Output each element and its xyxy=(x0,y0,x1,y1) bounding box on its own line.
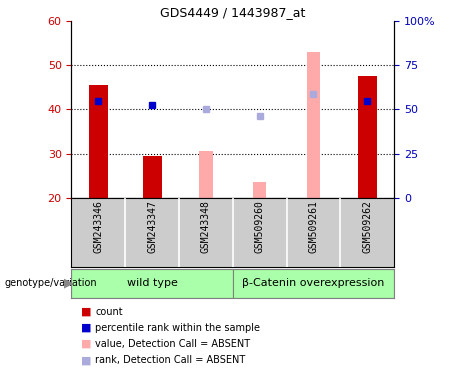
Bar xyxy=(143,156,161,198)
Text: count: count xyxy=(95,307,123,317)
Bar xyxy=(89,85,108,198)
Text: percentile rank within the sample: percentile rank within the sample xyxy=(95,323,260,333)
Text: rank, Detection Call = ABSENT: rank, Detection Call = ABSENT xyxy=(95,355,246,365)
FancyBboxPatch shape xyxy=(233,269,394,298)
Bar xyxy=(253,182,266,198)
Text: ■: ■ xyxy=(81,339,91,349)
Bar xyxy=(199,151,213,198)
Text: ■: ■ xyxy=(81,323,91,333)
Bar xyxy=(358,76,377,198)
Text: ▶: ▶ xyxy=(64,277,73,290)
Text: ■: ■ xyxy=(81,355,91,365)
Title: GDS4449 / 1443987_at: GDS4449 / 1443987_at xyxy=(160,5,306,18)
Text: GSM509262: GSM509262 xyxy=(362,200,372,253)
Text: genotype/variation: genotype/variation xyxy=(5,278,97,288)
Text: GSM509260: GSM509260 xyxy=(254,200,265,253)
Text: value, Detection Call = ABSENT: value, Detection Call = ABSENT xyxy=(95,339,250,349)
Text: ■: ■ xyxy=(81,307,91,317)
Text: wild type: wild type xyxy=(127,278,177,288)
Text: GSM509261: GSM509261 xyxy=(308,200,319,253)
Bar xyxy=(307,52,320,198)
Text: GSM243346: GSM243346 xyxy=(93,200,103,253)
FancyBboxPatch shape xyxy=(71,269,233,298)
Text: GSM243348: GSM243348 xyxy=(201,200,211,253)
Text: GSM243347: GSM243347 xyxy=(147,200,157,253)
Text: β-Catenin overexpression: β-Catenin overexpression xyxy=(242,278,384,288)
